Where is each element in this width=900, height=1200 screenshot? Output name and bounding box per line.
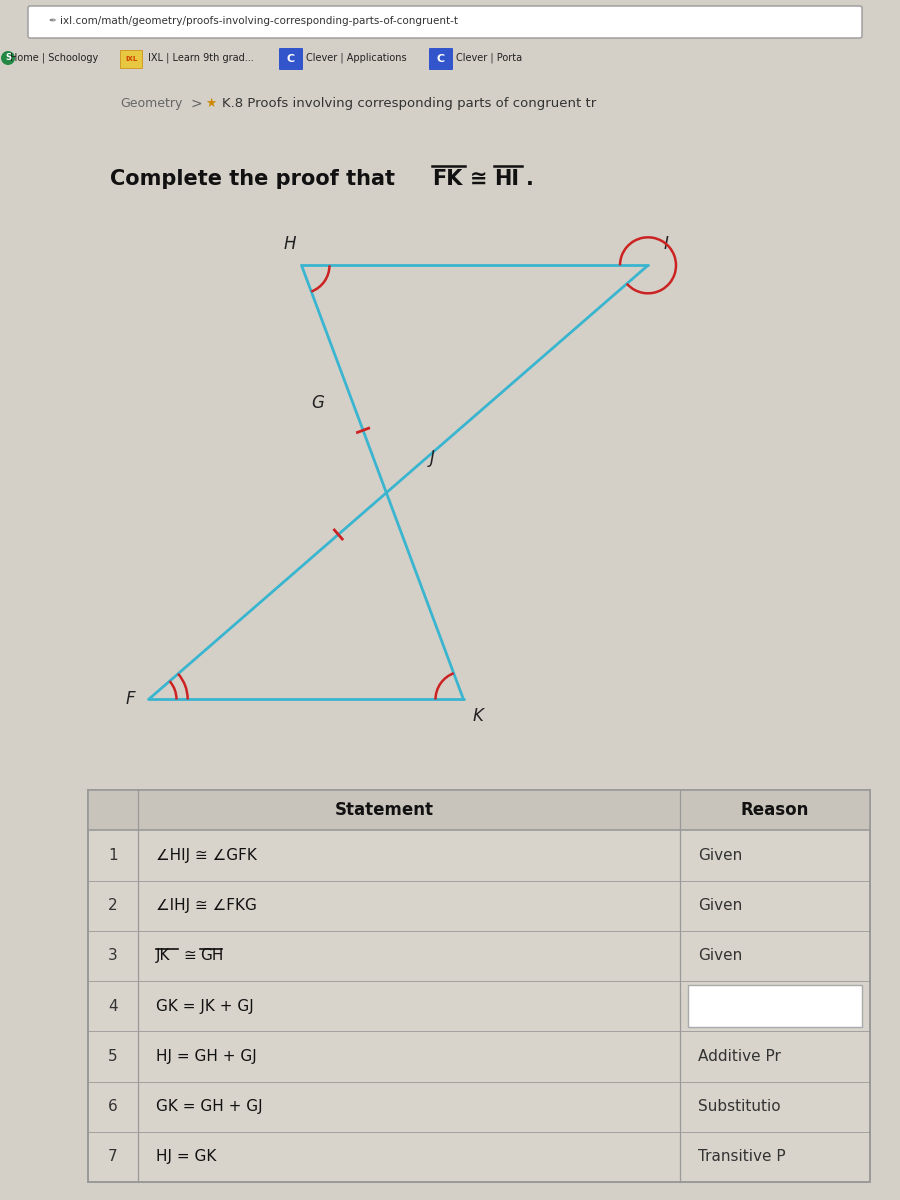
Text: >: > xyxy=(190,96,202,110)
Text: 1: 1 xyxy=(108,848,118,863)
Text: 4: 4 xyxy=(108,998,118,1014)
Text: F: F xyxy=(126,690,135,708)
Text: Complete the proof that: Complete the proof that xyxy=(110,169,402,188)
Text: 3: 3 xyxy=(108,948,118,964)
Text: Geometry: Geometry xyxy=(120,97,183,109)
Text: Clever | Porta: Clever | Porta xyxy=(456,53,522,64)
Text: GH: GH xyxy=(200,948,223,964)
Text: ★: ★ xyxy=(205,97,216,109)
FancyBboxPatch shape xyxy=(279,48,303,70)
Text: K.8 Proofs involving corresponding parts of congruent tr: K.8 Proofs involving corresponding parts… xyxy=(222,97,596,109)
Text: Reason: Reason xyxy=(741,802,809,820)
Text: J: J xyxy=(429,449,435,467)
FancyBboxPatch shape xyxy=(28,6,862,38)
Text: GK = JK + GJ: GK = JK + GJ xyxy=(156,998,254,1014)
Text: ≅: ≅ xyxy=(470,169,488,188)
Text: I: I xyxy=(663,235,669,253)
Text: HJ = GK: HJ = GK xyxy=(156,1150,216,1164)
Text: Given: Given xyxy=(698,899,742,913)
Text: Home | Schoology: Home | Schoology xyxy=(10,53,98,64)
Text: 2: 2 xyxy=(108,899,118,913)
Text: K: K xyxy=(472,708,483,726)
Text: .: . xyxy=(526,169,534,188)
Bar xyxy=(120,50,142,68)
Text: Given: Given xyxy=(698,948,742,964)
Bar xyxy=(88,791,870,830)
Text: ∠HIJ ≅ ∠GFK: ∠HIJ ≅ ∠GFK xyxy=(156,848,256,863)
Bar xyxy=(688,985,862,1027)
Text: FK: FK xyxy=(432,169,463,188)
Text: G: G xyxy=(311,394,324,412)
Text: ixl.com/math/geometry/proofs-involving-corresponding-parts-of-congruent-t: ixl.com/math/geometry/proofs-involving-c… xyxy=(60,16,458,26)
Text: 6: 6 xyxy=(108,1099,118,1114)
Text: ≅: ≅ xyxy=(183,948,196,964)
Text: IXL | Learn 9th grad...: IXL | Learn 9th grad... xyxy=(148,53,254,64)
Text: ∠IHJ ≅ ∠FKG: ∠IHJ ≅ ∠FKG xyxy=(156,899,256,913)
Text: IXL: IXL xyxy=(125,56,137,62)
Text: GK = GH + GJ: GK = GH + GJ xyxy=(156,1099,263,1114)
Text: 5: 5 xyxy=(108,1049,118,1064)
Bar xyxy=(88,791,870,1182)
Text: Statement: Statement xyxy=(335,802,434,820)
FancyBboxPatch shape xyxy=(429,48,453,70)
Text: ✒: ✒ xyxy=(48,16,56,26)
Text: 7: 7 xyxy=(108,1150,118,1164)
Text: C: C xyxy=(436,54,446,64)
Text: Transitive P: Transitive P xyxy=(698,1150,786,1164)
Text: H: H xyxy=(284,235,296,253)
Text: Given: Given xyxy=(698,848,742,863)
Text: S: S xyxy=(5,54,11,62)
Text: C: C xyxy=(287,54,295,64)
Text: JK: JK xyxy=(156,948,170,964)
Text: Substitutio: Substitutio xyxy=(698,1099,780,1114)
Text: Clever | Applications: Clever | Applications xyxy=(306,53,407,64)
Text: Additive Pr: Additive Pr xyxy=(698,1049,781,1064)
Text: HI: HI xyxy=(494,169,519,188)
Circle shape xyxy=(1,50,15,65)
Text: HJ = GH + GJ: HJ = GH + GJ xyxy=(156,1049,256,1064)
